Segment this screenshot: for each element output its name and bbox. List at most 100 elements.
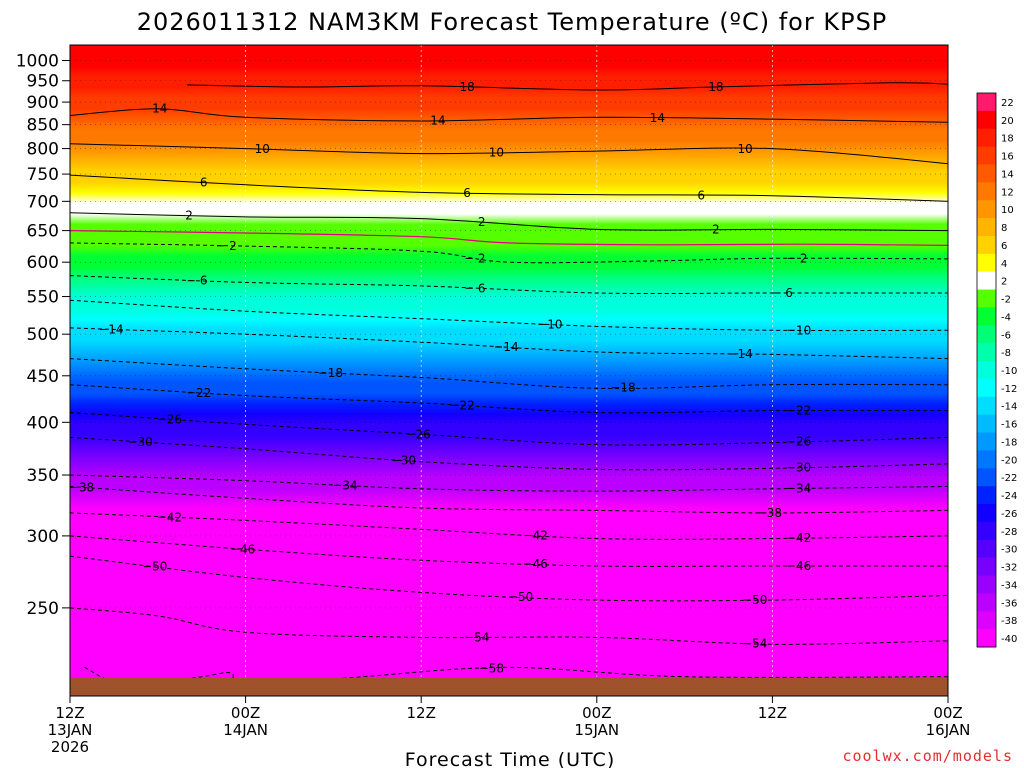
isotherm-label: 14: [108, 322, 123, 336]
isotherm-18: [187, 82, 948, 91]
colorbar-swatch: [977, 343, 996, 362]
isotherm-label: 46: [796, 559, 811, 573]
colorbar-swatch: [977, 307, 996, 326]
colorbar-label: -28: [1001, 527, 1017, 538]
isotherm-label: 6: [697, 188, 705, 202]
gridlines: [70, 45, 948, 678]
y-tick-label: 450: [27, 367, 59, 387]
isotherm-label: 42: [533, 528, 548, 542]
colorbar-swatch: [977, 271, 996, 291]
isotherm-label: 30: [401, 454, 416, 468]
colorbar-label: -6: [1001, 330, 1011, 341]
colorbar-label: 20: [1001, 116, 1014, 127]
colorbar-label: -12: [1001, 384, 1017, 395]
y-tick-label: 950: [27, 72, 59, 92]
colorbar-label: 10: [1001, 205, 1014, 216]
colorbar-swatch: [977, 253, 996, 273]
x-tick-label: 2026: [51, 738, 89, 756]
colorbar-swatch: [977, 486, 996, 505]
colorbar-label: 18: [1001, 134, 1014, 145]
colorbar-swatch: [977, 164, 996, 183]
isotherm-label: 34: [342, 478, 357, 492]
isotherm-label: 50: [752, 593, 767, 607]
colorbar-label: 4: [1001, 259, 1007, 270]
colorbar-swatch: [977, 325, 996, 344]
colorbar-swatch: [977, 378, 996, 398]
colorbar-label: -36: [1001, 598, 1017, 609]
colorbar-swatch: [977, 182, 996, 201]
x-tick-label: 00Z: [933, 704, 962, 722]
colorbar-swatch: [977, 146, 996, 165]
isotherm-minus2: [70, 242, 948, 264]
colorbar-label: -14: [1001, 402, 1017, 413]
isotherm-label: 42: [796, 531, 811, 545]
isotherm-label: 38: [767, 506, 782, 520]
isotherm-label: 26: [796, 435, 811, 449]
colorbar-swatch: [977, 414, 996, 434]
colorbar-label: 22: [1001, 98, 1014, 109]
y-tick-label: 350: [27, 466, 59, 486]
x-tick-label: 16JAN: [926, 721, 971, 739]
y-tick-label: 600: [27, 253, 59, 273]
colorbar-swatch: [977, 468, 996, 487]
colorbar-swatch: [977, 611, 996, 630]
colorbar-label: 6: [1001, 241, 1007, 252]
isotherm-label: 14: [430, 114, 445, 128]
isotherm-label: 46: [533, 557, 548, 571]
plot-frame: [69, 44, 949, 697]
isotherm-label: 54: [474, 630, 489, 644]
x-tick-label: 12Z: [407, 704, 436, 722]
colorbar-label: -4: [1001, 312, 1011, 323]
isotherm-14: [70, 108, 948, 123]
isotherm-label: 14: [737, 347, 752, 361]
isotherm-label: 18: [328, 366, 343, 380]
colorbar-swatch: [977, 110, 996, 130]
x-tick-label: 13JAN: [48, 721, 93, 739]
y-tick-label: 550: [27, 288, 59, 308]
colorbar-swatch: [977, 575, 996, 594]
isotherm-label: 14: [503, 340, 518, 354]
isotherm-label: 10: [737, 142, 752, 156]
y-tick-label: 500: [27, 325, 59, 345]
isotherm-label: 46: [240, 542, 255, 556]
colorbar-swatch: [977, 521, 996, 541]
colorbar-label: -40: [1001, 634, 1017, 645]
colorbar-label: 12: [1001, 187, 1014, 198]
colorbar-label: -16: [1001, 420, 1017, 431]
colorbar-swatch: [977, 557, 996, 577]
x-tick-label: 12Z: [758, 704, 787, 722]
isotherm-label: 2: [185, 208, 193, 222]
colorbar-label: -2: [1001, 295, 1011, 306]
isotherm-label: 18: [620, 381, 635, 395]
colorbar-swatch: [977, 235, 996, 255]
isotherm-minus54: [70, 607, 948, 645]
colorbar-label: 16: [1001, 152, 1014, 163]
isotherm-label: 10: [489, 146, 504, 160]
y-tick-label: 1000: [16, 51, 59, 71]
isotherm-label: 50: [518, 590, 533, 604]
isotherm-contours: [70, 82, 948, 678]
pressure-axis: 250 300 350 400 450 500 550 600 650 700 750 800 850 9…: [16, 51, 70, 619]
isotherm-label: 6: [478, 281, 486, 295]
isotherm-label: 6: [785, 286, 793, 300]
isotherm-minus58: [84, 666, 948, 678]
temperature-colorbar: 22 20 18 16 14 12 10 8 6 4 2 -2 -4 -6 -8 -10 -12 -14 -16 -1…: [976, 92, 1017, 648]
credit-text: coolwx.com/models: [842, 747, 1013, 765]
ground-layer: [70, 678, 948, 696]
y-tick-label: 650: [27, 222, 59, 242]
isotherm-6: [70, 174, 948, 202]
isotherm-label: 38: [79, 480, 94, 494]
colorbar-swatch: [977, 450, 996, 469]
colorbar-swatch: [977, 539, 996, 559]
colorbar-swatch: [977, 432, 996, 451]
isotherm-label: 18: [708, 80, 723, 94]
isotherm-label: 10: [547, 317, 562, 331]
y-tick-label: 250: [27, 599, 59, 619]
colorbar-label: 14: [1001, 169, 1014, 180]
y-tick-label: 800: [27, 140, 59, 160]
colorbar-label: 8: [1001, 223, 1007, 234]
isotherm-label: 22: [796, 404, 811, 418]
